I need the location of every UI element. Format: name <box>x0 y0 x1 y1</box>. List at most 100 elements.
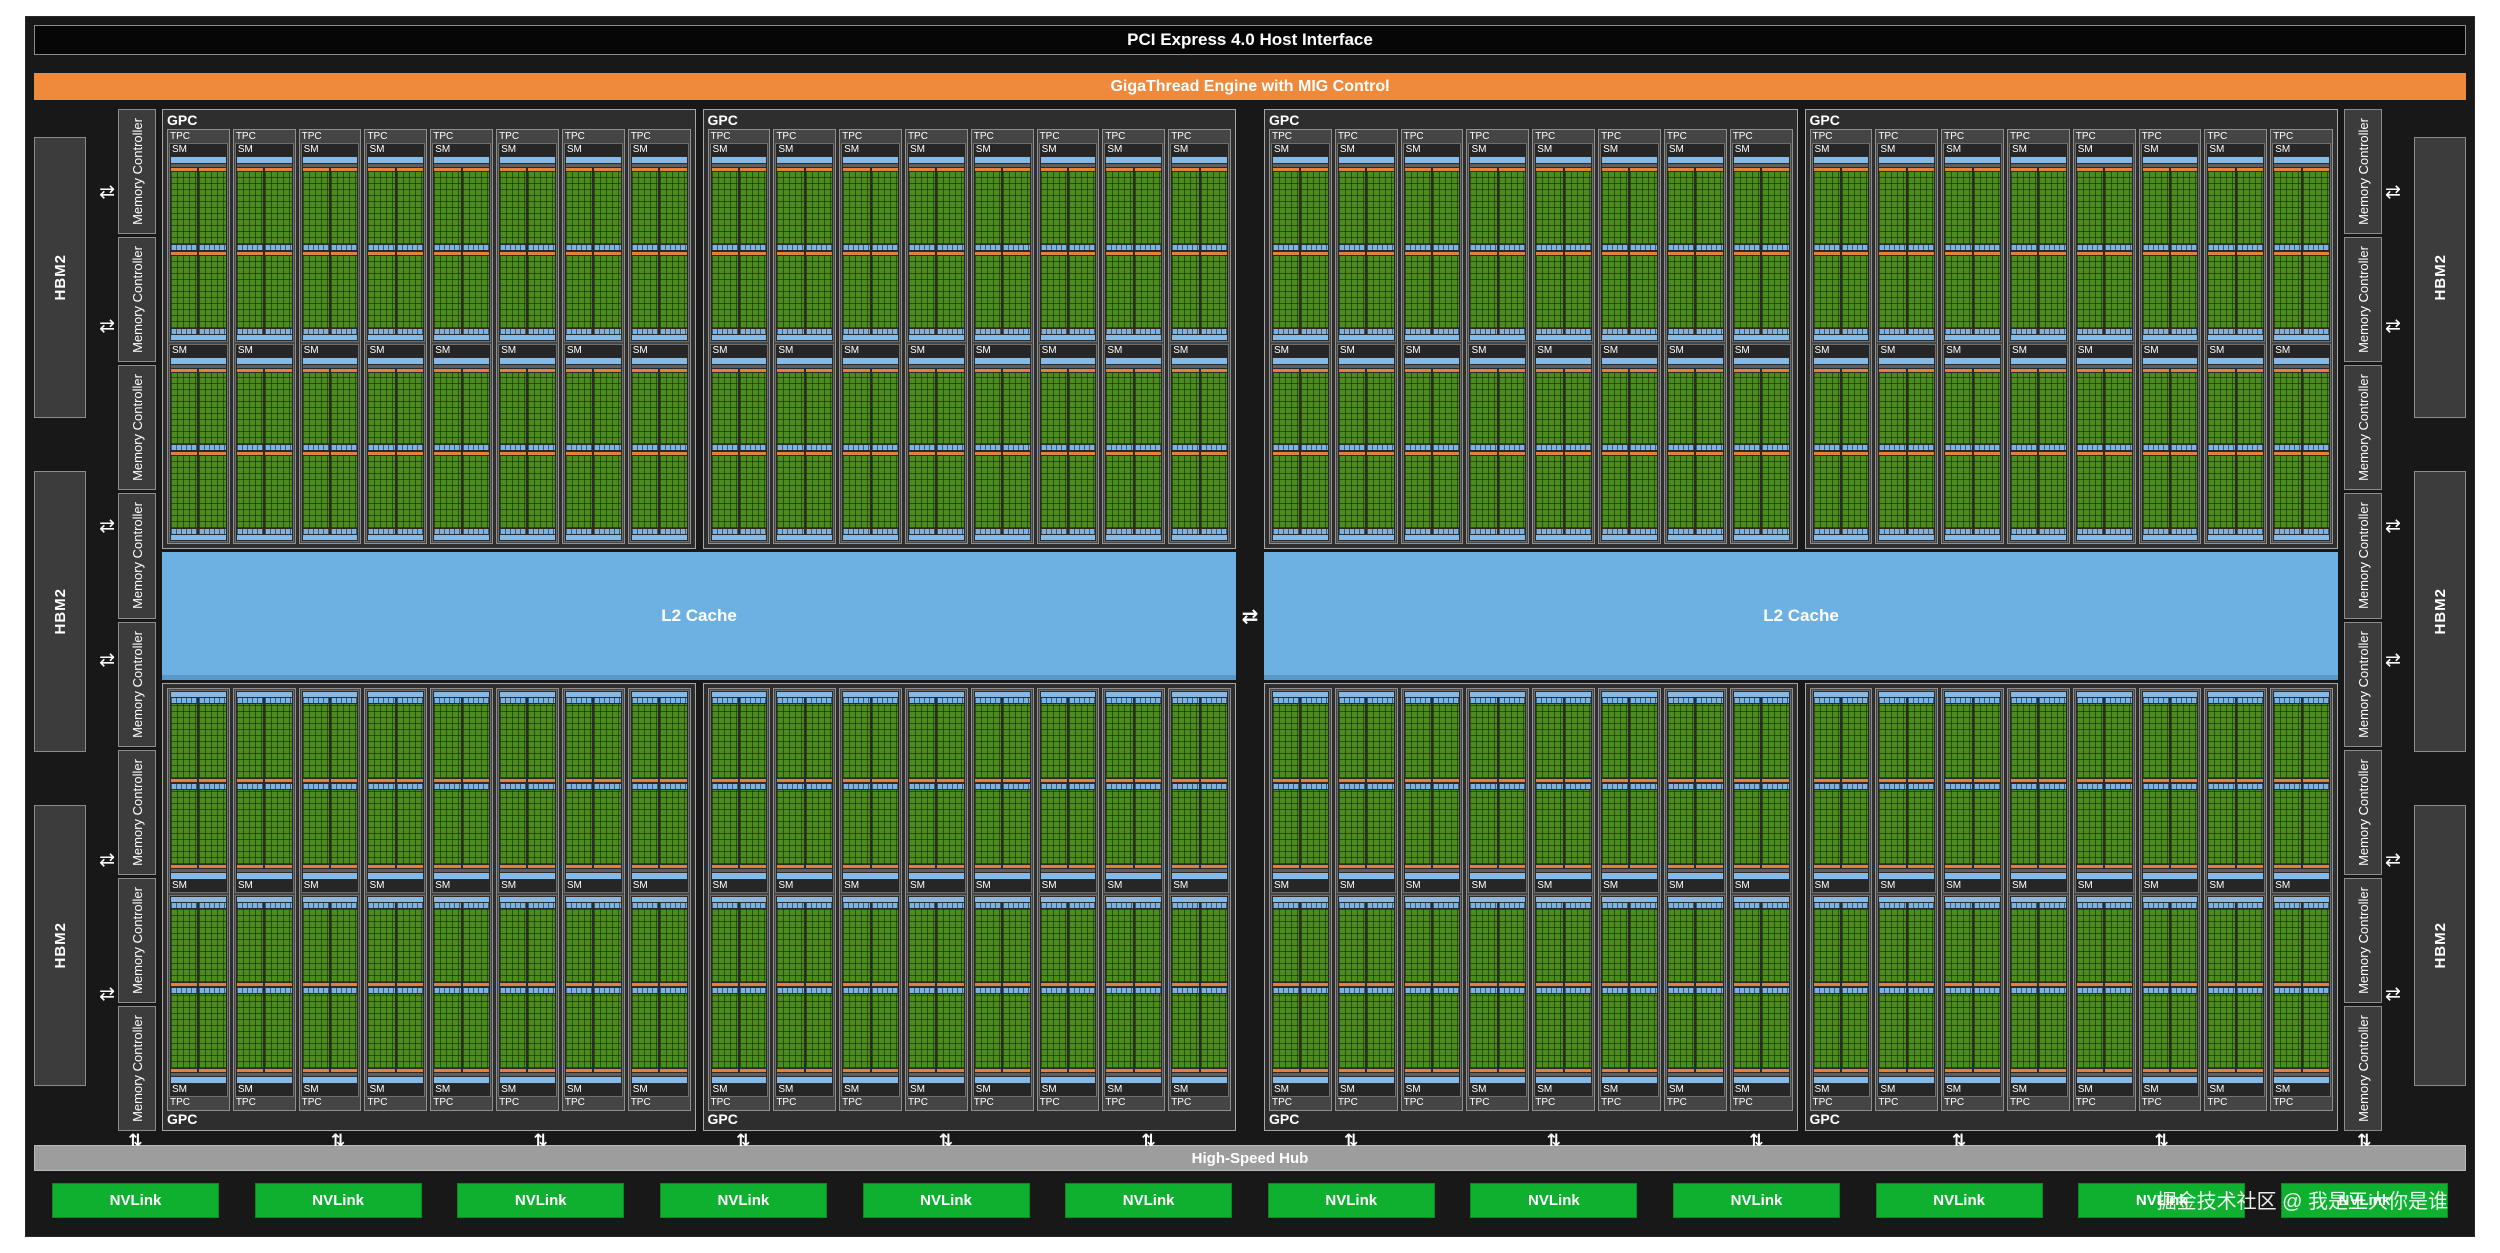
l1-data-cache-strip <box>2010 535 2066 540</box>
tpc-block: TPC SM SM <box>430 688 494 1111</box>
cuda-core-grid <box>2105 994 2132 1068</box>
sm-stack: SM SM <box>2008 690 2068 1097</box>
sm-subpartition <box>236 783 264 868</box>
sm-subpartition <box>368 168 395 250</box>
sm-subpartition <box>396 783 424 868</box>
sm-body <box>842 691 899 880</box>
warp-scheduler-strip <box>171 983 198 987</box>
sm-subpartition <box>1564 251 1592 334</box>
cuda-core-grid <box>1602 908 1629 983</box>
warp-scheduler-strip <box>594 778 621 782</box>
cuda-core-grid <box>660 372 687 445</box>
warp-scheduler-strip <box>2105 452 2132 456</box>
sm-subpartition <box>1973 902 2000 987</box>
warp-scheduler-strip <box>1762 368 1789 372</box>
tpc-label: TPC <box>1666 1097 1687 1108</box>
cuda-core-grid <box>396 908 424 983</box>
cuda-core-grid <box>302 255 330 328</box>
cuda-core-grid <box>1301 908 1328 983</box>
high-speed-hub-bar: High-Speed Hub <box>34 1145 2466 1171</box>
ldst-sfu-strip <box>1404 244 1432 250</box>
ldst-sfu-strip <box>1273 902 1300 908</box>
warp-scheduler-strip <box>171 1069 198 1072</box>
warp-scheduler-strip <box>1040 864 1067 868</box>
ldst-sfu-strip <box>265 529 292 534</box>
cuda-core-grid <box>2076 456 2104 528</box>
cuda-core-grid <box>2302 456 2329 528</box>
warp-scheduler-strip <box>1470 778 1497 782</box>
warp-scheduler-strip <box>1003 168 1030 171</box>
sm-body <box>499 691 556 880</box>
sm-divider-strip <box>1106 164 1162 167</box>
l1-data-cache-strip <box>777 896 833 902</box>
sm-subpartition <box>1040 368 1067 451</box>
sm-processing-block <box>1470 368 1526 451</box>
ldst-sfu-strip <box>660 783 687 789</box>
sm-processing-block <box>1879 783 1935 868</box>
ldst-sfu-strip <box>1367 328 1394 334</box>
sm-block: SM <box>1271 894 1330 1097</box>
sm-processing-block <box>711 783 767 868</box>
sm-processing-block <box>1733 168 1789 250</box>
sm-subpartition <box>1273 698 1300 782</box>
sm-subpartition <box>2105 783 2132 868</box>
warp-scheduler-strip <box>368 452 395 456</box>
ldst-sfu-strip <box>1630 988 1657 994</box>
ldst-sfu-strip <box>974 445 1002 451</box>
warp-scheduler-strip <box>1667 778 1695 782</box>
sm-processing-block <box>908 988 964 1072</box>
tpc-label: TPC <box>301 131 322 142</box>
warp-scheduler-strip <box>1907 452 1935 456</box>
ldst-sfu-strip <box>528 445 555 451</box>
ldst-sfu-strip <box>937 244 964 250</box>
tpc-label: TPC <box>1171 131 1192 142</box>
sm-subpartition <box>1200 698 1227 782</box>
sm-subpartition <box>843 368 870 451</box>
l1-data-cache-strip <box>1536 692 1592 697</box>
nvlink-block: NVLink <box>659 1183 827 1218</box>
ldst-sfu-strip <box>1733 328 1761 334</box>
warp-scheduler-strip <box>2076 452 2104 456</box>
cuda-core-grid <box>1602 789 1629 864</box>
l1-instruction-cache-strip <box>171 872 226 879</box>
l1-data-cache-strip <box>1945 535 2000 540</box>
l1-data-cache-strip <box>843 334 898 340</box>
ldst-sfu-strip <box>1200 698 1227 703</box>
cuda-core-grid <box>1696 908 1723 983</box>
sm-subpartition <box>1667 168 1695 250</box>
cuda-core-grid <box>302 704 330 778</box>
sm-subpartition <box>1667 251 1695 334</box>
sm-body <box>1040 896 1097 1085</box>
sm-block: SM <box>1600 143 1659 342</box>
sm-block: SM <box>234 143 294 342</box>
sm-label: SM <box>499 144 556 156</box>
cuda-core-grid <box>2039 172 2066 244</box>
cuda-core-grid <box>1973 994 2000 1068</box>
sm-subpartition <box>1907 452 1935 534</box>
sm-processing-block <box>974 988 1030 1072</box>
warp-scheduler-strip <box>2170 452 2198 456</box>
ldst-sfu-strip <box>2105 988 2132 994</box>
l1-instruction-cache-strip <box>1338 1077 1394 1083</box>
cuda-core-grid <box>594 704 621 778</box>
sm-processing-block <box>1338 698 1394 782</box>
sm-block: SM <box>498 143 557 342</box>
sm-subpartition <box>843 698 870 782</box>
l1-data-cache-strip <box>1733 535 1789 540</box>
warp-scheduler-strip <box>974 452 1002 456</box>
warp-scheduler-strip <box>1630 864 1657 868</box>
sm-subpartition <box>1813 452 1840 534</box>
sm-body <box>2207 357 2264 542</box>
sm-label: SM <box>1944 879 2001 892</box>
cuda-core-grid <box>2076 172 2104 244</box>
cuda-core-grid <box>2076 372 2104 445</box>
sm-stack: SM SM <box>2074 143 2134 542</box>
sm-subpartition <box>1630 783 1657 868</box>
sm-label: SM <box>1732 144 1790 156</box>
sm-core-area <box>1106 368 1162 534</box>
l1-data-cache-strip <box>2076 535 2132 540</box>
sm-body <box>908 156 965 341</box>
sm-body <box>2010 357 2067 542</box>
warp-scheduler-strip <box>1733 168 1761 171</box>
ldst-sfu-strip <box>2105 244 2132 250</box>
